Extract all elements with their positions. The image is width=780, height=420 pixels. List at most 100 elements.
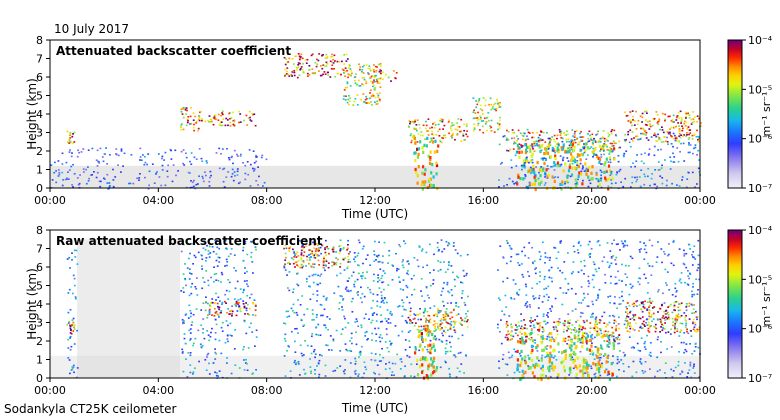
- backscatter-cell: [302, 265, 304, 268]
- backscatter-cell: [628, 293, 631, 296]
- backscatter-cell: [380, 360, 382, 362]
- backscatter-cell: [685, 116, 687, 118]
- backscatter-cell: [415, 322, 417, 324]
- backscatter-cell: [656, 114, 659, 116]
- backscatter-cell: [524, 139, 527, 142]
- backscatter-cell: [375, 71, 377, 73]
- colorbar-tick-label: 10⁻⁵: [748, 83, 772, 96]
- backscatter-cell: [661, 323, 663, 326]
- backscatter-cell: [524, 143, 527, 147]
- backscatter-cell: [582, 136, 585, 138]
- backscatter-cell: [612, 255, 615, 257]
- backscatter-cell: [161, 169, 164, 171]
- backscatter-cell: [204, 359, 207, 361]
- backscatter-cell: [547, 333, 550, 336]
- backscatter-cell: [672, 145, 674, 148]
- backscatter-cell: [699, 125, 702, 127]
- backscatter-cell: [359, 85, 362, 87]
- backscatter-cell: [557, 251, 560, 253]
- backscatter-cell: [499, 116, 501, 119]
- backscatter-cell: [206, 244, 208, 247]
- backscatter-cell: [573, 250, 576, 253]
- backscatter-cell: [451, 335, 453, 338]
- backscatter-cell: [679, 316, 681, 318]
- backscatter-cell: [643, 133, 646, 136]
- backscatter-cell: [424, 356, 427, 360]
- backscatter-cell: [577, 242, 580, 244]
- backscatter-cell: [546, 354, 550, 358]
- backscatter-cell: [545, 355, 548, 358]
- backscatter-cell: [630, 120, 632, 123]
- backscatter-cell: [186, 121, 189, 124]
- backscatter-cell: [507, 332, 509, 335]
- backscatter-cell: [458, 126, 461, 128]
- backscatter-cell: [212, 117, 215, 119]
- backscatter-cell: [653, 325, 656, 328]
- backscatter-cell: [564, 150, 567, 154]
- backscatter-cell: [613, 319, 616, 322]
- backscatter-cell: [615, 329, 617, 331]
- backscatter-cell: [587, 275, 590, 278]
- backscatter-cell: [219, 300, 221, 302]
- backscatter-cell: [427, 375, 430, 379]
- backscatter-cell: [322, 73, 324, 76]
- backscatter-cell: [450, 289, 453, 291]
- backscatter-cell: [433, 360, 435, 362]
- backscatter-cell: [369, 69, 372, 72]
- backscatter-cell: [477, 124, 479, 127]
- backscatter-cell: [668, 133, 671, 135]
- backscatter-cell: [532, 148, 534, 150]
- backscatter-cell: [538, 297, 540, 300]
- backscatter-cell: [376, 294, 379, 296]
- backscatter-cell: [198, 116, 201, 118]
- backscatter-cell: [542, 167, 545, 171]
- backscatter-cell: [603, 322, 606, 324]
- backscatter-cell: [700, 122, 702, 124]
- backscatter-cell: [299, 344, 302, 347]
- backscatter-cell: [353, 370, 356, 373]
- backscatter-cell: [681, 176, 684, 178]
- backscatter-cell: [435, 161, 438, 165]
- backscatter-cell: [551, 149, 554, 152]
- backscatter-cell: [236, 310, 239, 312]
- backscatter-cell: [549, 256, 551, 259]
- backscatter-cell: [183, 320, 185, 322]
- backscatter-cell: [632, 305, 635, 308]
- backscatter-cell: [102, 160, 105, 163]
- backscatter-cell: [437, 325, 440, 327]
- backscatter-cell: [562, 337, 565, 341]
- backscatter-cell: [72, 364, 75, 367]
- backscatter-cell: [439, 323, 442, 325]
- backscatter-cell: [208, 115, 211, 117]
- backscatter-cell: [422, 134, 424, 137]
- backscatter-cell: [521, 328, 524, 330]
- backscatter-cell: [421, 171, 424, 175]
- backscatter-cell: [413, 257, 416, 259]
- backscatter-cell: [201, 254, 203, 257]
- backscatter-cell: [633, 124, 636, 126]
- backscatter-cell: [451, 134, 453, 137]
- backscatter-cell: [301, 246, 303, 248]
- backscatter-cell: [433, 253, 435, 256]
- backscatter-cell: [318, 249, 320, 252]
- backscatter-cell: [214, 348, 216, 350]
- backscatter-cell: [609, 142, 612, 145]
- backscatter-cell: [650, 314, 653, 316]
- backscatter-cell: [443, 305, 445, 307]
- backscatter-cell: [294, 254, 296, 256]
- backscatter-cell: [255, 160, 258, 163]
- backscatter-cell: [363, 361, 366, 363]
- backscatter-cell: [358, 241, 361, 244]
- backscatter-cell: [539, 324, 541, 326]
- backscatter-cell: [315, 316, 318, 319]
- backscatter-cell: [647, 329, 650, 332]
- backscatter-cell: [426, 332, 429, 336]
- backscatter-cell: [685, 350, 688, 353]
- backscatter-cell: [374, 372, 376, 375]
- backscatter-cell: [68, 321, 71, 323]
- backscatter-cell: [189, 354, 192, 357]
- backscatter-cell: [537, 182, 541, 186]
- backscatter-cell: [696, 154, 698, 156]
- backscatter-cell: [372, 280, 375, 282]
- backscatter-cell: [321, 54, 323, 57]
